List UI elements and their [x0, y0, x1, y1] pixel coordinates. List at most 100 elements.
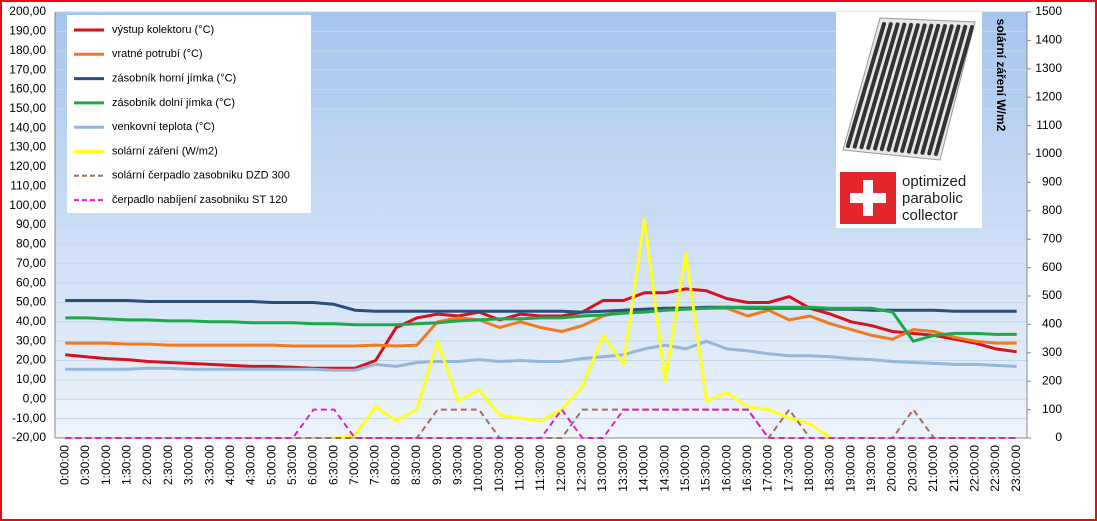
tube — [913, 24, 954, 155]
legend-label: solární čerpadlo zasobniku DZD 300 — [112, 170, 290, 182]
axis-labels: -20,00 -10,00 0,00 10,00 20,00 30,00 40,00 50,0… — [9, 4, 1062, 492]
tube — [866, 22, 907, 150]
logo-text: optimized — [902, 173, 966, 190]
x-tick-label: 12:00:00 — [554, 445, 568, 492]
x-tick-label: 16:30:00 — [740, 445, 754, 492]
x-tick-label: 20:30:00 — [905, 445, 919, 492]
x-tick-label: 21:00:00 — [926, 445, 940, 492]
x-tick-label: 2:00:00 — [140, 445, 154, 485]
legend-label: zásobník horní jímka (°C) — [112, 73, 236, 85]
y-tick-label: 20,00 — [16, 353, 46, 367]
y-tick-label: 140,00 — [9, 120, 46, 134]
x-tick-label: 1:30:00 — [120, 445, 134, 485]
x-tick-label: 9:30:00 — [450, 445, 464, 485]
x-tick-label: 0:30:00 — [78, 445, 92, 485]
series-line — [65, 306, 1017, 348]
x-tick-label: 10:00:00 — [471, 445, 485, 492]
x-tick-label: 1:00:00 — [99, 445, 113, 485]
tube — [846, 22, 886, 148]
x-tick-label: 12:30:00 — [575, 445, 589, 492]
x-tick-label: 3:00:00 — [182, 445, 196, 485]
y-tick-label: 160,00 — [9, 82, 46, 96]
tube — [879, 23, 920, 152]
x-tick-label: 8:00:00 — [388, 445, 402, 485]
legend-label: vratné potrubí (°C) — [112, 48, 203, 60]
y2-tick-label: 900 — [1042, 175, 1062, 189]
x-tick-label: 6:00:00 — [306, 445, 320, 485]
x-tick-label: 18:30:00 — [823, 445, 837, 492]
collector-image: optimized parabolic collector — [836, 12, 982, 228]
y2-tick-label: 400 — [1042, 317, 1062, 331]
y-tick-label: 110,00 — [10, 178, 46, 192]
legend-label: čerpadlo nabíjení zasobniku ST 120 — [112, 194, 287, 206]
x-tick-label: 13:30:00 — [616, 445, 630, 492]
x-tick-label: 11:30:00 — [533, 445, 547, 491]
y-tick-label: 0,00 — [23, 391, 47, 405]
cross — [850, 193, 886, 203]
x-tick-label: 14:30:00 — [657, 445, 671, 492]
x-tick-label: 16:00:00 — [719, 445, 733, 492]
x-tick-label: 20:00:00 — [885, 445, 899, 492]
series-line — [65, 305, 1017, 343]
tube — [859, 22, 900, 150]
logo-text: collector — [902, 207, 958, 224]
y2-tick-label: 1300 — [1035, 61, 1062, 75]
x-tick-label: 7:00:00 — [347, 445, 361, 485]
y-tick-label: 70,00 — [16, 256, 46, 270]
y2-tick-label: 800 — [1042, 203, 1062, 217]
x-tick-label: 5:30:00 — [285, 445, 299, 485]
legend-box — [67, 15, 311, 213]
tube — [886, 23, 927, 152]
y-tick-label: 180,00 — [9, 43, 46, 57]
y2-tick-label: 1200 — [1035, 89, 1062, 103]
x-tick-label: 22:30:00 — [988, 445, 1002, 492]
tube — [934, 25, 974, 156]
legend-label: zásobník dolní jímka (°C) — [112, 97, 235, 109]
y2-tick-label: 200 — [1042, 373, 1062, 387]
y2-tick-label: 1500 — [1035, 4, 1062, 18]
y-tick-label: 150,00 — [9, 101, 46, 115]
series-line — [65, 287, 1017, 370]
tube — [852, 22, 893, 149]
y2-tick-label: 600 — [1042, 260, 1062, 274]
series-line — [65, 408, 1017, 439]
legend-label: výstup kolektoru (°C) — [112, 24, 214, 36]
x-tick-label: 5:00:00 — [264, 445, 278, 485]
x-tick-label: 0:00:00 — [58, 445, 72, 485]
y-tick-label: 30,00 — [16, 333, 46, 347]
y2-tick-label: 500 — [1042, 288, 1062, 302]
y-tick-label: 120,00 — [9, 159, 46, 173]
x-tick-label: 8:30:00 — [409, 445, 423, 485]
x-tick-label: 19:00:00 — [843, 445, 857, 492]
tube — [900, 23, 941, 153]
x-tick-label: 9:00:00 — [430, 445, 444, 485]
y-tick-label: 100,00 — [9, 198, 46, 212]
x-tick-label: 17:00:00 — [761, 445, 775, 492]
tube — [893, 23, 934, 153]
y2-tick-label: 1000 — [1035, 146, 1062, 160]
x-tick-label: 7:30:00 — [368, 445, 382, 485]
x-tick-label: 18:00:00 — [802, 445, 816, 492]
y2-tick-label: 1100 — [1036, 118, 1062, 132]
y-tick-label: 190,00 — [9, 24, 46, 38]
x-tick-label: 15:30:00 — [699, 445, 713, 492]
x-tick-label: 3:30:00 — [202, 445, 216, 485]
tube — [873, 22, 914, 151]
y-tick-label: -20,00 — [12, 430, 46, 444]
y2-tick-label: 1400 — [1035, 33, 1062, 47]
x-tick-label: 6:30:00 — [326, 445, 340, 485]
x-tick-label: 14:00:00 — [637, 445, 651, 492]
y-tick-label: 60,00 — [16, 275, 46, 289]
x-tick-label: 4:00:00 — [223, 445, 237, 485]
x-tick-label: 17:30:00 — [781, 445, 795, 492]
y-tick-label: 50,00 — [16, 295, 46, 309]
x-tick-label: 15:00:00 — [678, 445, 692, 492]
y-tick-label: 80,00 — [16, 237, 46, 251]
x-tick-label: 13:00:00 — [595, 445, 609, 492]
x-tick-label: 4:30:00 — [244, 445, 258, 485]
y2-axis-title: solární záření W/m2 — [994, 19, 1008, 132]
y2-tick-label: 700 — [1042, 231, 1062, 245]
series-line — [65, 339, 1017, 372]
x-tick-label: 2:30:00 — [161, 445, 175, 485]
